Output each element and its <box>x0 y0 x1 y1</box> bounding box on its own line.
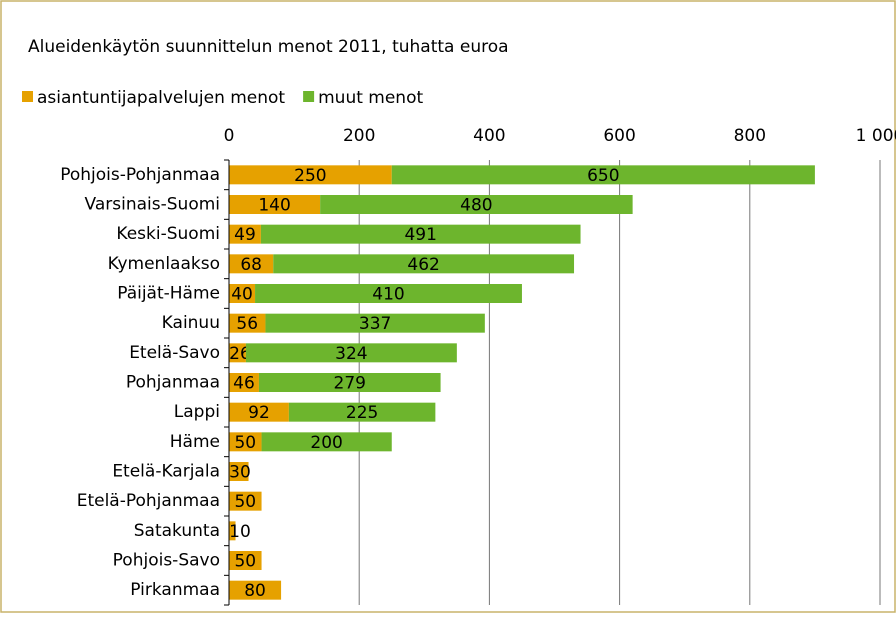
legend-swatch <box>22 91 33 102</box>
y-tick-label: Kymenlaakso <box>108 254 220 274</box>
y-tick-label: Etelä-Karjala <box>112 462 220 482</box>
x-tick-label: 400 <box>473 126 505 146</box>
bar-segment <box>229 462 249 481</box>
x-tick-label: 1 000 <box>856 126 896 146</box>
data-label: 80 <box>244 581 266 601</box>
y-tick-label: Keski-Suomi <box>116 224 220 244</box>
data-label: 50 <box>234 433 256 453</box>
data-label: 92 <box>248 403 270 423</box>
y-tick-label: Pohjois-Savo <box>113 551 220 571</box>
data-label: 26 <box>229 344 251 364</box>
data-label: 50 <box>234 552 256 572</box>
data-label: 56 <box>236 314 258 334</box>
data-label: 462 <box>407 255 439 275</box>
y-tick-label: Pohjois-Pohjanmaa <box>60 165 220 185</box>
y-tick-label: Lappi <box>174 402 220 422</box>
bar-segment <box>255 284 522 303</box>
bar-segment <box>273 254 575 274</box>
bar-segment <box>229 432 262 452</box>
y-tick-label: Päijät-Häme <box>117 284 220 304</box>
bar-segment <box>229 195 321 214</box>
bar-segment <box>229 373 259 392</box>
data-label: 324 <box>335 344 367 364</box>
data-label: 50 <box>234 492 256 512</box>
bar-segment <box>229 165 392 185</box>
bar-segment <box>265 313 485 333</box>
data-label: 10 <box>229 522 251 542</box>
data-label: 46 <box>233 374 255 394</box>
data-label: 410 <box>372 285 404 305</box>
bar-segment <box>229 284 256 303</box>
y-tick-label: Häme <box>170 432 220 452</box>
legend-label: muut menot <box>318 88 423 108</box>
bar-segment <box>261 432 392 452</box>
x-tick-label: 200 <box>343 126 375 146</box>
x-tick-label: 800 <box>734 126 766 146</box>
bar-segment <box>320 195 633 214</box>
legend-label: asiantuntijapalvelujen menot <box>37 88 285 108</box>
bar-segment <box>260 224 581 244</box>
bar-segment <box>229 580 282 600</box>
x-tick-label: 600 <box>603 126 635 146</box>
legend-swatch <box>303 91 315 102</box>
bar-segment <box>229 224 261 244</box>
data-label: 200 <box>310 433 342 453</box>
data-label: 491 <box>404 225 436 245</box>
y-tick-label: Varsinais-Suomi <box>85 195 220 215</box>
bar-segment <box>229 254 274 274</box>
y-tick-label: Etelä-Pohjanmaa <box>77 491 220 511</box>
data-label: 337 <box>359 314 391 334</box>
data-label: 40 <box>231 285 253 305</box>
bar-segment <box>391 165 815 185</box>
bar-segment <box>229 313 266 333</box>
chart-title: Alueidenkäytön suunnittelun menot 2011, … <box>28 37 509 57</box>
y-tick-label: Pohjanmaa <box>126 373 220 393</box>
y-tick-label: Etelä-Savo <box>129 343 220 363</box>
data-label: 140 <box>258 196 290 216</box>
data-label: 68 <box>240 255 262 275</box>
y-tick-label: Satakunta <box>134 521 220 541</box>
bar-segment <box>229 402 289 422</box>
data-label: 49 <box>234 225 256 245</box>
data-label: 650 <box>587 166 619 186</box>
data-label: 250 <box>294 166 326 186</box>
bar-segment <box>245 343 457 363</box>
bar-segment <box>229 551 262 570</box>
bar-segment <box>288 402 436 422</box>
y-tick-label: Pirkanmaa <box>130 580 220 600</box>
x-tick-label: 0 <box>224 126 235 146</box>
bar-segment <box>258 373 441 392</box>
data-label: 225 <box>346 403 378 423</box>
bar-segment <box>229 491 262 511</box>
data-label: 279 <box>334 374 366 394</box>
bar-segment <box>229 343 246 363</box>
data-label: 480 <box>460 196 492 216</box>
data-label: 30 <box>229 463 251 483</box>
y-tick-label: Kainuu <box>162 313 220 333</box>
bar-segment <box>229 521 236 541</box>
